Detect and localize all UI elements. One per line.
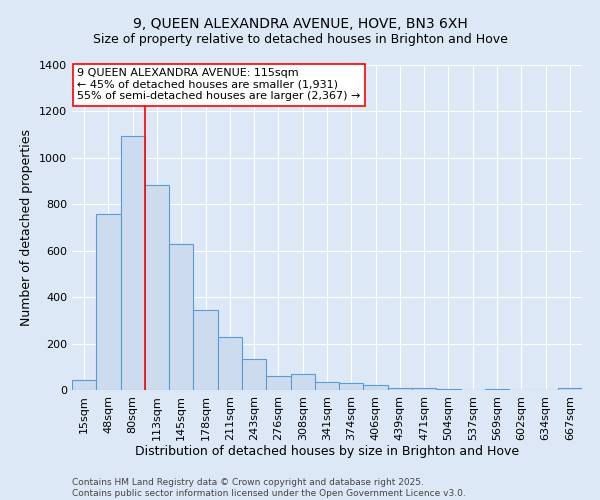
Text: Size of property relative to detached houses in Brighton and Hove: Size of property relative to detached ho…	[92, 32, 508, 46]
Bar	[290, 374, 315, 390]
Bar	[242, 358, 266, 390]
Bar	[364, 385, 388, 390]
Bar	[339, 382, 364, 390]
Bar	[266, 376, 290, 390]
Text: 9, QUEEN ALEXANDRA AVENUE, HOVE, BN3 6XH: 9, QUEEN ALEXANDRA AVENUE, HOVE, BN3 6XH	[133, 18, 467, 32]
Bar	[193, 310, 218, 390]
X-axis label: Distribution of detached houses by size in Brighton and Hove: Distribution of detached houses by size …	[135, 446, 519, 458]
Text: Contains HM Land Registry data © Crown copyright and database right 2025.
Contai: Contains HM Land Registry data © Crown c…	[72, 478, 466, 498]
Bar	[145, 184, 169, 390]
Text: 9 QUEEN ALEXANDRA AVENUE: 115sqm
← 45% of detached houses are smaller (1,931)
55: 9 QUEEN ALEXANDRA AVENUE: 115sqm ← 45% o…	[77, 68, 361, 102]
Bar	[218, 336, 242, 390]
Bar	[436, 389, 461, 390]
Bar	[558, 388, 582, 390]
Bar	[96, 214, 121, 390]
Bar	[412, 388, 436, 390]
Bar	[121, 136, 145, 390]
Bar	[388, 388, 412, 390]
Bar	[485, 389, 509, 390]
Bar	[169, 244, 193, 390]
Bar	[315, 382, 339, 390]
Bar	[72, 380, 96, 390]
Y-axis label: Number of detached properties: Number of detached properties	[20, 129, 34, 326]
